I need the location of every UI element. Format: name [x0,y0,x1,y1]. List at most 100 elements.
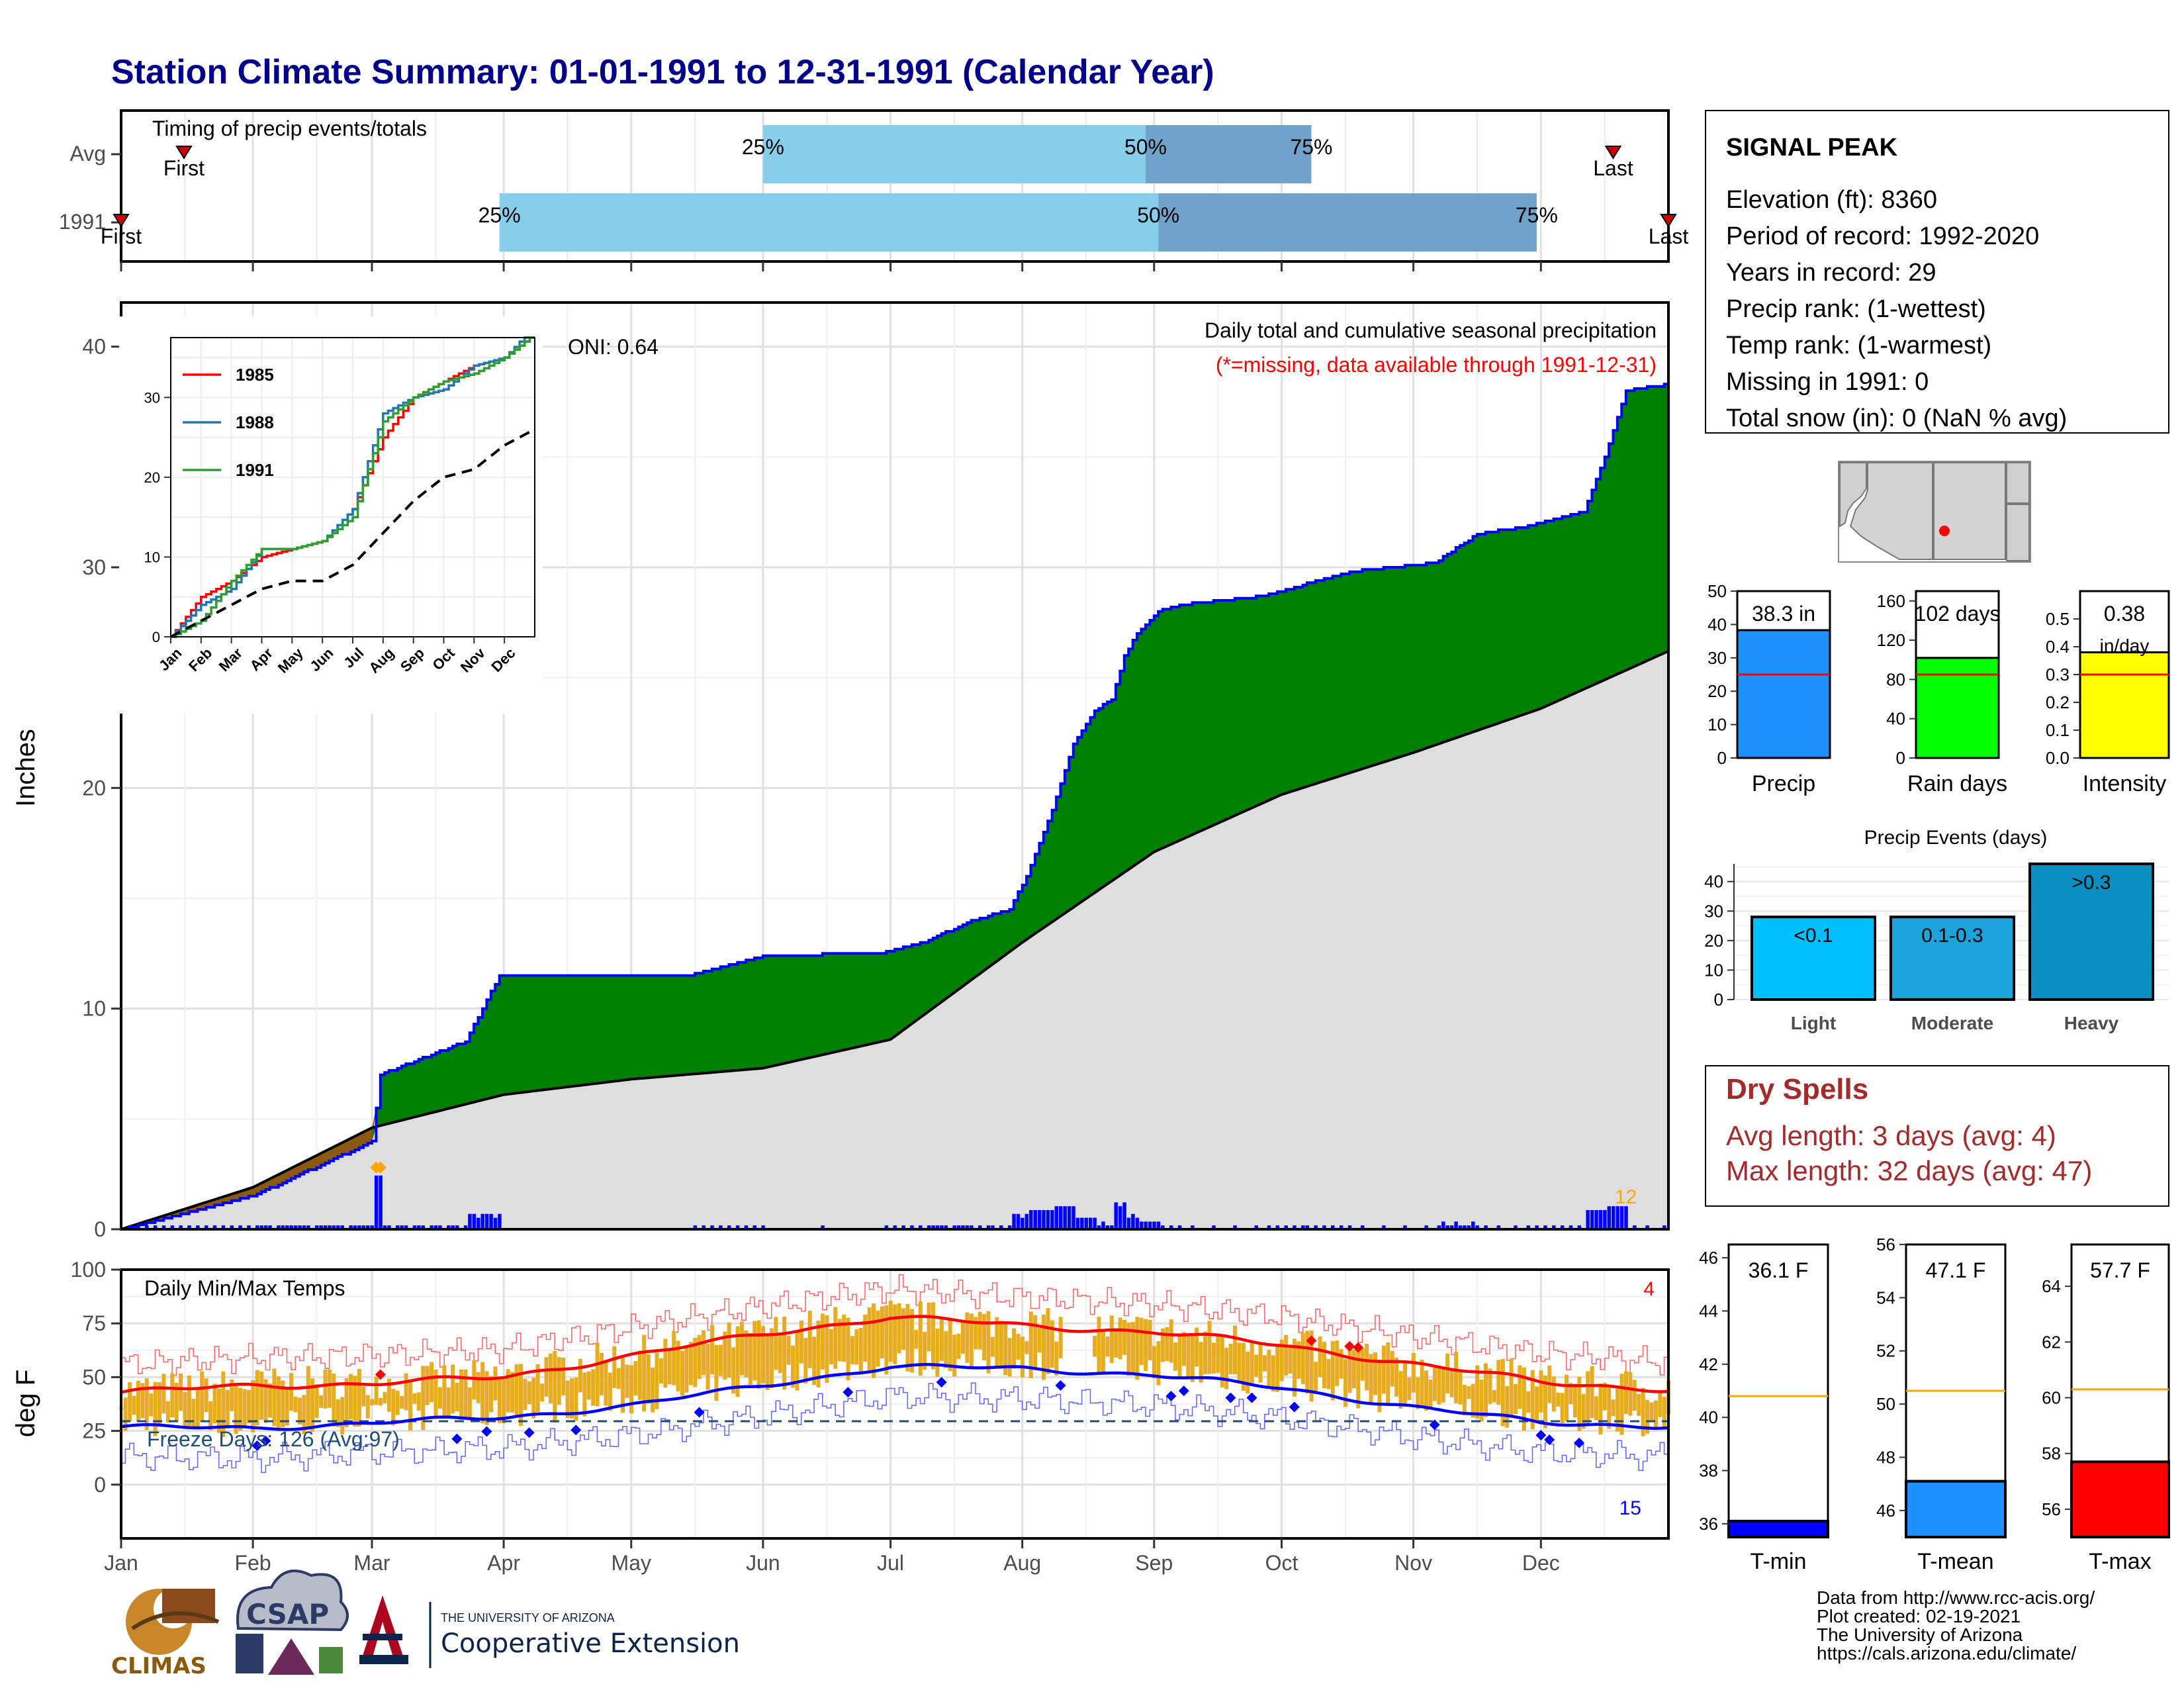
daily-temp-bar [502,1377,506,1424]
daily-temp-bar [310,1378,315,1432]
daily-temp-bar [204,1378,208,1413]
station-period: Period of record: 1992-2020 [1726,222,2039,250]
daily-temp-bar [1101,1329,1105,1374]
credit-university: The University of Arizona [1817,1624,2023,1645]
daily-precip-bar [1445,1225,1449,1229]
daily-temp-bar [1339,1349,1343,1379]
daily-temp-bar [1377,1359,1382,1413]
daily-temp-bar [1471,1383,1475,1418]
daily-temp-bar [1653,1400,1658,1430]
daily-precip-bar [991,1225,995,1229]
first-event-marker [113,214,130,228]
daily-temp-bar [969,1313,974,1367]
mini-value-unit: in/day [2100,635,2150,656]
daily-precip-bar [710,1225,714,1229]
daily-temp-bar [565,1380,570,1419]
first-event-label: First [163,156,205,180]
daily-temp-bar [221,1371,226,1438]
mini-y-tick-label: 30 [1707,648,1727,668]
daily-temp-bar [663,1338,668,1388]
daily-temp-bar [744,1331,749,1378]
daily-temp-bar [225,1389,230,1429]
daily-temp-bar [459,1369,464,1420]
daily-temp-bar [718,1344,723,1376]
daily-precip-bar [1347,1225,1352,1229]
daily-temp-bar [153,1382,158,1436]
record-min-marker [1055,1380,1066,1391]
temp-summary-y-tick-label: 48 [1876,1447,1895,1467]
daily-temp-bar [268,1383,273,1418]
daily-temp-bar [1156,1341,1161,1385]
daily-temp-bar [357,1369,361,1427]
daily-temp-bar [803,1338,808,1383]
daily-precip-bar [1131,1213,1135,1229]
daily-temp-bar [1241,1342,1246,1391]
daily-temp-bar [404,1373,408,1411]
daily-temp-bar [1109,1315,1114,1364]
daily-temp-bar [374,1377,379,1405]
daily-precip-bar [1059,1206,1063,1229]
daily-temp-bar [872,1303,876,1378]
daily-precip-bar [1029,1210,1033,1229]
record-min-marker [523,1427,535,1438]
daily-precip-bar [1603,1210,1607,1229]
event-bar-heavy [2028,863,2154,1001]
event-bar-label: >0.3 [2071,872,2111,894]
timing-p50-label: 50% [1137,203,1179,227]
precip-y-tick-label: 10 [82,997,106,1021]
missing-note: (*=missing, data available through 1991-… [1216,353,1657,377]
year-25-50-bar [499,193,1159,252]
daily-temp-bar [1207,1321,1212,1374]
event-bar-light [1751,915,1876,1002]
daily-temp-bar [1046,1308,1050,1374]
daily-precip-bar [145,1225,149,1229]
daily-precip-bar [1305,1225,1310,1229]
inset-line-1991 [171,336,535,638]
daily-precip-bar [438,1225,442,1229]
daily-temp-bar [684,1344,689,1393]
events-y-tick-label: 10 [1704,960,1723,980]
daily-temp-bar [1135,1317,1140,1380]
temp-summary-y-tick-label: 54 [1876,1288,1895,1307]
daily-precip-bar [1267,1225,1271,1229]
credits: Data from http://www.rcc-acis.org/ Plot … [1817,1587,2095,1664]
daily-temp-bar [570,1378,574,1419]
daily-precip-bars [128,1175,1666,1229]
mini-x-label: Rain days [1907,771,2007,796]
mini-value-label: 38.3 in [1752,602,1815,626]
daily-temp-bar [1454,1351,1459,1403]
daily-temp-bar [1028,1311,1033,1378]
daily-temp-bar [1365,1343,1369,1391]
daily-temp-bar [1020,1336,1024,1378]
daily-temp-bar [612,1346,617,1388]
record-min-marker [260,1435,271,1446]
daily-precip-bar [1148,1221,1152,1229]
daily-temp-bar [1054,1341,1059,1376]
daily-temp-bar [574,1377,578,1421]
daily-temp-bar [149,1393,154,1417]
daily-temp-bar [1615,1387,1620,1432]
daily-temp-bar [531,1378,536,1419]
daily-temp-bar [281,1380,285,1427]
daily-temp-bar [1500,1358,1505,1427]
daily-temp-bar [242,1389,247,1427]
daily-temp-bar [1488,1368,1492,1405]
record-min-line [121,1382,1669,1474]
record-max-marker [1344,1340,1355,1352]
daily-temp-bar [1484,1363,1488,1417]
daily-temp-bar [1475,1365,1480,1419]
daily-precip-bar [1101,1221,1105,1229]
temp-summary-value: 47.1 F [1926,1258,1986,1282]
daily-temp-bar [952,1335,957,1377]
daily-precip-bar [1463,1225,1467,1229]
daily-temp-bar [1530,1370,1535,1430]
daily-precip-bar [1169,1225,1173,1229]
daily-temp-bar [1012,1328,1017,1369]
temp-y-tick-label: 75 [82,1311,106,1335]
daily-precip-bar [965,1225,970,1229]
daily-temp-bar [1518,1365,1522,1409]
mini-value-label: 0.38 [2104,602,2145,626]
daily-temp-bar [425,1366,430,1405]
daily-precip-bar [336,1225,340,1229]
daily-temp-bar [1279,1339,1284,1382]
